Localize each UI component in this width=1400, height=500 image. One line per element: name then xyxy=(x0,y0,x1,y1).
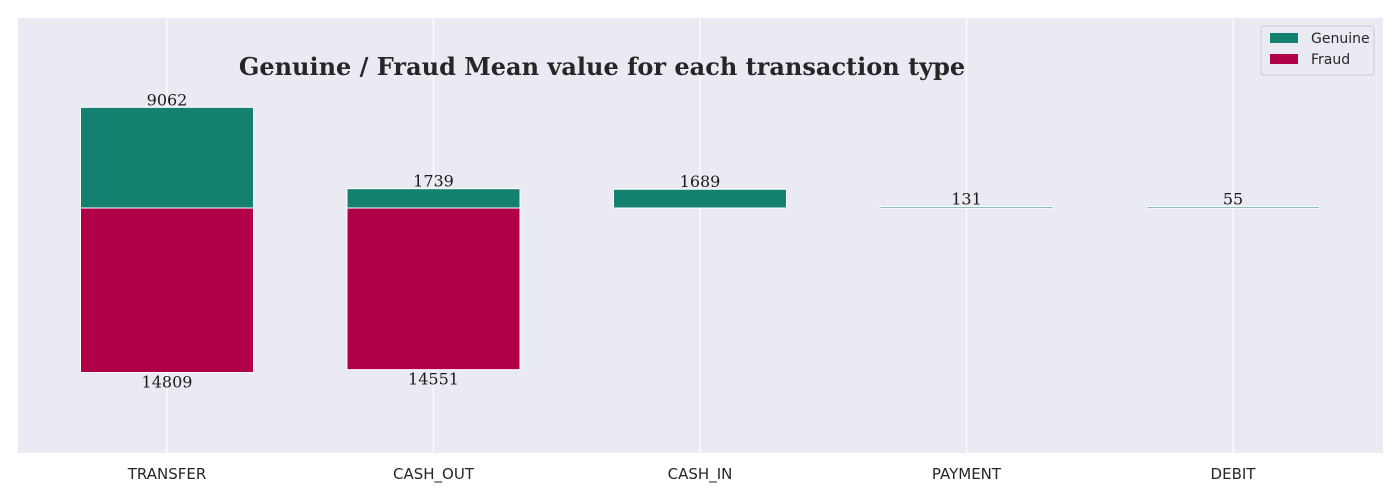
data-label-fraud: 14551 xyxy=(408,370,459,389)
x-tick-label: CASH_OUT xyxy=(393,465,475,484)
legend-swatch-genuine xyxy=(1270,33,1298,43)
data-label-fraud: 14809 xyxy=(142,373,193,392)
legend-swatch-fraud xyxy=(1270,54,1298,64)
data-label-genuine: 131 xyxy=(951,190,982,209)
bar-genuine-debit xyxy=(1146,206,1320,209)
legend-label-fraud: Fraud xyxy=(1311,52,1350,68)
bar-genuine-cash-out xyxy=(346,188,521,209)
data-label-genuine: 1689 xyxy=(680,172,721,191)
data-label-genuine: 55 xyxy=(1223,190,1243,209)
bar-genuine-cash-in xyxy=(613,188,787,209)
bar-fraud-transfer xyxy=(80,207,254,374)
bar-fraud-cash-out xyxy=(346,207,521,371)
x-tick-label: DEBIT xyxy=(1211,465,1257,483)
data-label-genuine: 1739 xyxy=(413,172,454,191)
bars xyxy=(80,106,1320,374)
data-label-genuine: 9062 xyxy=(147,90,188,109)
chart-title: Genuine / Fraud Mean value for each tran… xyxy=(239,52,965,81)
legend: Genuine Fraud xyxy=(1260,25,1375,76)
data-labels: 9062 14809 1739 14551 1689 131 55 xyxy=(142,90,1244,391)
x-tick-label: CASH_IN xyxy=(668,465,733,484)
x-tick-label: TRANSFER xyxy=(127,465,207,483)
x-tick-label: PAYMENT xyxy=(932,465,1002,483)
legend-label-genuine: Genuine xyxy=(1311,31,1370,47)
bar-genuine-transfer xyxy=(80,106,254,209)
x-tick-labels: TRANSFER CASH_OUT CASH_IN PAYMENT DEBIT xyxy=(127,465,1257,484)
bar-genuine-payment xyxy=(879,206,1054,209)
